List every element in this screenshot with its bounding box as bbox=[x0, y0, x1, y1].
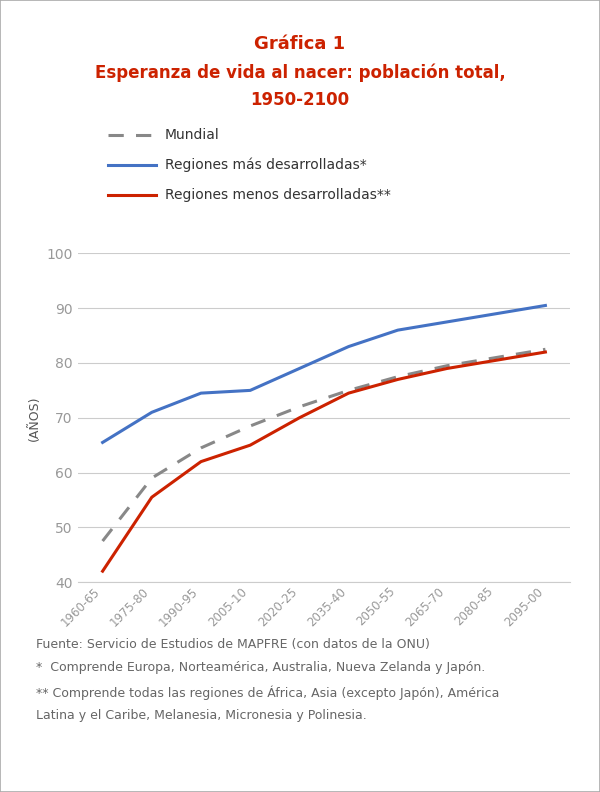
Regiones menos desarrolladas** bbox=[493, 356, 500, 365]
Text: ** Comprende todas las regiones de África, Asia (excepto Japón), América: ** Comprende todas las regiones de Áfric… bbox=[36, 685, 499, 699]
Mundial bbox=[247, 421, 254, 431]
Text: Mundial: Mundial bbox=[165, 128, 220, 142]
Mundial bbox=[493, 352, 500, 362]
Text: Fuente: Servicio de Estudios de MAPFRE (con datos de la ONU): Fuente: Servicio de Estudios de MAPFRE (… bbox=[36, 638, 430, 650]
Mundial bbox=[99, 536, 106, 546]
Regiones menos desarrolladas** bbox=[443, 364, 451, 373]
Regiones menos desarrolladas** bbox=[148, 493, 155, 502]
Line: Regiones menos desarrolladas**: Regiones menos desarrolladas** bbox=[103, 352, 545, 571]
Y-axis label: (AÑOS): (AÑOS) bbox=[28, 395, 41, 440]
Regiones menos desarrolladas** bbox=[197, 457, 205, 466]
Regiones menos desarrolladas** bbox=[394, 375, 401, 384]
Mundial bbox=[394, 372, 401, 382]
Regiones menos desarrolladas** bbox=[296, 413, 303, 422]
Regiones más desarrolladas* bbox=[197, 388, 205, 398]
Text: Gráfica 1: Gráfica 1 bbox=[254, 35, 346, 52]
Regiones más desarrolladas* bbox=[247, 386, 254, 395]
Regiones menos desarrolladas** bbox=[99, 566, 106, 576]
Mundial bbox=[148, 474, 155, 483]
Regiones más desarrolladas* bbox=[148, 408, 155, 417]
Regiones menos desarrolladas** bbox=[542, 347, 549, 356]
Mundial bbox=[542, 345, 549, 354]
Mundial bbox=[345, 386, 352, 395]
Text: 1950-2100: 1950-2100 bbox=[250, 91, 350, 109]
Regiones más desarrolladas* bbox=[345, 342, 352, 352]
Text: Esperanza de vida al nacer: población total,: Esperanza de vida al nacer: población to… bbox=[95, 63, 505, 82]
Text: Latina y el Caribe, Melanesia, Micronesia y Polinesia.: Latina y el Caribe, Melanesia, Micronesi… bbox=[36, 709, 367, 722]
Regiones menos desarrolladas** bbox=[345, 388, 352, 398]
Regiones más desarrolladas* bbox=[394, 326, 401, 335]
Mundial bbox=[197, 444, 205, 453]
Regiones más desarrolladas* bbox=[99, 438, 106, 447]
Regiones más desarrolladas* bbox=[296, 364, 303, 373]
Regiones más desarrolladas* bbox=[443, 317, 451, 326]
Regiones menos desarrolladas** bbox=[247, 440, 254, 450]
Mundial bbox=[296, 402, 303, 412]
Text: Regiones menos desarrolladas**: Regiones menos desarrolladas** bbox=[165, 188, 391, 202]
Text: *  Comprende Europa, Norteamérica, Australia, Nueva Zelanda y Japón.: * Comprende Europa, Norteamérica, Austra… bbox=[36, 661, 485, 674]
Regiones más desarrolladas* bbox=[542, 301, 549, 310]
Line: Mundial: Mundial bbox=[103, 349, 545, 541]
Text: Regiones más desarrolladas*: Regiones más desarrolladas* bbox=[165, 158, 367, 172]
Line: Regiones más desarrolladas*: Regiones más desarrolladas* bbox=[103, 306, 545, 443]
Mundial bbox=[443, 361, 451, 371]
Regiones más desarrolladas* bbox=[493, 309, 500, 318]
